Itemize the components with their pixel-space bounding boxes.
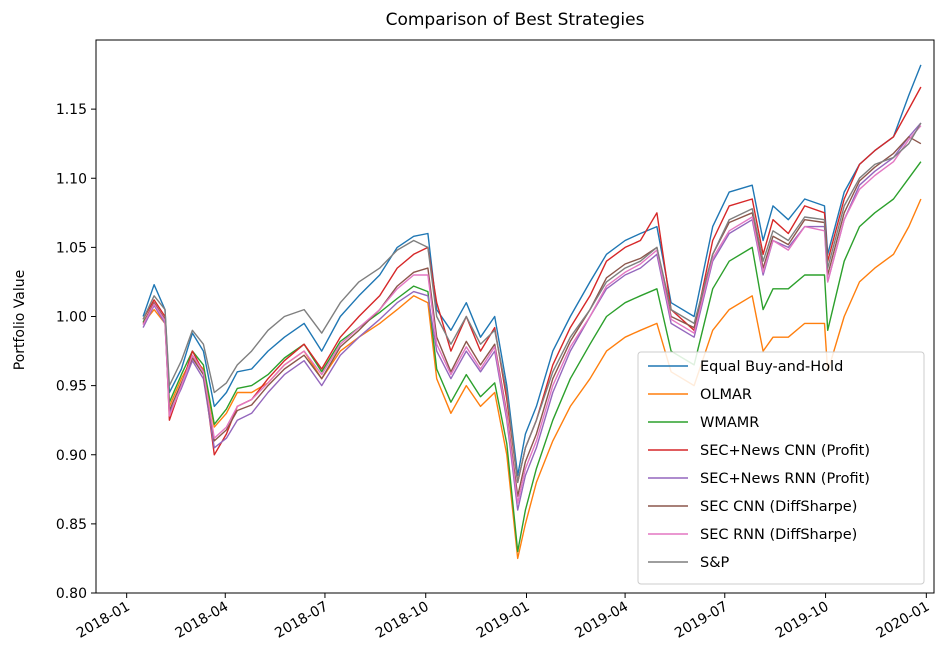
- x-axis: 2018-01 2018-04 2018-07 2018-10 2019-01 2019-…: [74, 593, 932, 642]
- series-line: [142, 122, 922, 484]
- y-axis: 0.80 0.85 0.90 0.95 1.00 1.05 1.10 1.15: [56, 102, 96, 602]
- legend-label: SEC+News CNN (Profit): [700, 443, 870, 459]
- x-tick-label: 2019-01: [474, 599, 533, 642]
- series-line: [142, 161, 922, 553]
- y-tick-label: 1.10: [56, 171, 87, 187]
- series-line: [142, 64, 922, 477]
- legend-label: S&P: [700, 555, 730, 571]
- legend-label: Equal Buy-and-Hold: [700, 359, 843, 375]
- legend-box: [637, 351, 925, 585]
- legend-label: SEC CNN (DiffSharpe): [700, 499, 857, 515]
- x-tick-label: 2018-04: [173, 599, 232, 642]
- y-tick-label: 0.90: [56, 448, 87, 464]
- legend: Equal Buy-and-Hold OLMAR WMAMR SEC+News CNN…: [637, 351, 925, 585]
- series-lines: [142, 64, 922, 560]
- x-tick-label: 2018-01: [74, 599, 133, 642]
- legend-label: SEC RNN (DiffSharpe): [700, 527, 857, 543]
- x-tick-label: 2018-10: [373, 599, 432, 642]
- x-tick-label: 2019-04: [572, 599, 631, 642]
- x-tick-label: 2018-07: [272, 599, 331, 642]
- legend-items: Equal Buy-and-Hold OLMAR WMAMR SEC+News CNN…: [648, 359, 870, 571]
- plot-area: [95, 39, 935, 594]
- x-tick-label: 2019-07: [672, 599, 731, 642]
- y-tick-label: 1.00: [56, 310, 87, 326]
- x-tick-label: 2019-10: [773, 599, 832, 642]
- series-line: [142, 125, 922, 504]
- legend-label: SEC+News RNN (Profit): [700, 471, 870, 487]
- y-tick-label: 0.85: [56, 517, 87, 533]
- y-tick-label: 1.15: [56, 102, 87, 118]
- y-tick-label: 0.80: [56, 586, 87, 602]
- x-tick-label: 2020-01: [874, 599, 933, 642]
- series-line: [142, 198, 922, 560]
- y-tick-label: 1.05: [56, 240, 87, 256]
- y-tick-label: 0.95: [56, 379, 87, 395]
- legend-label: WMAMR: [700, 415, 759, 431]
- chart-title: Comparison of Best Strategies: [386, 10, 645, 30]
- legend-label: OLMAR: [700, 387, 752, 403]
- y-axis-label: Portfolio Value: [12, 270, 28, 371]
